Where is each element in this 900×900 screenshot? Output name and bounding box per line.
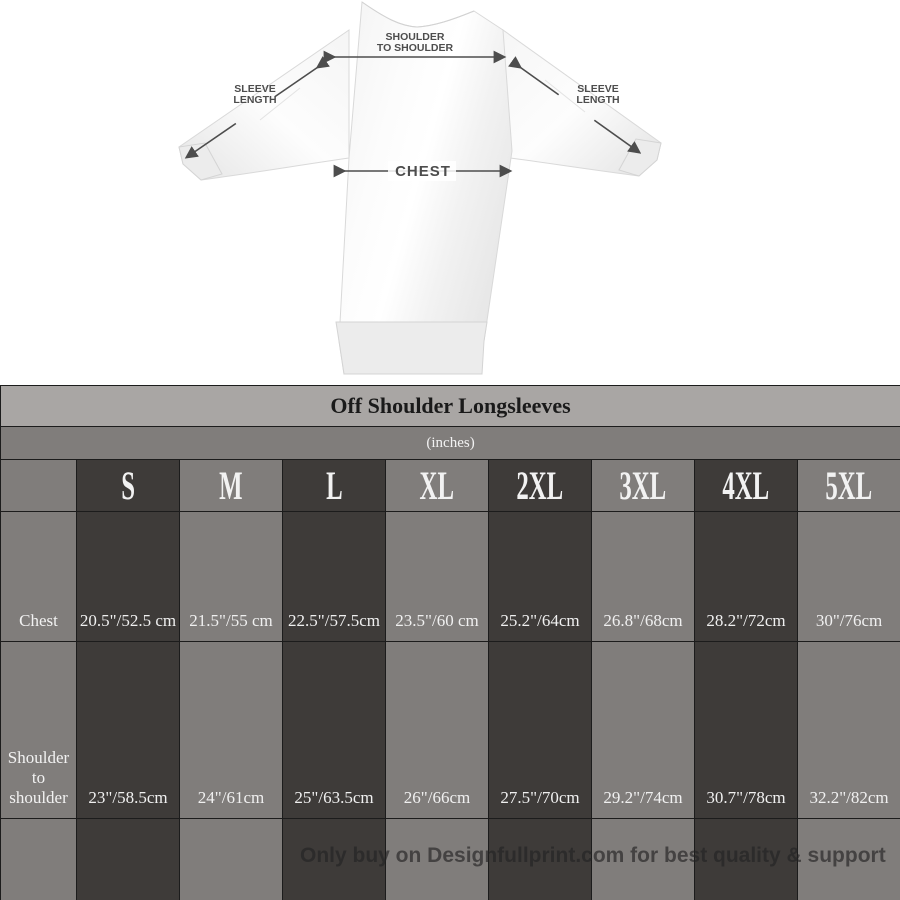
- svg-text:LENGTH: LENGTH: [233, 94, 276, 106]
- svg-text:LENGTH: LENGTH: [576, 94, 619, 106]
- svg-text:CHEST: CHEST: [395, 163, 451, 180]
- svg-text:TO SHOULDER: TO SHOULDER: [377, 42, 454, 54]
